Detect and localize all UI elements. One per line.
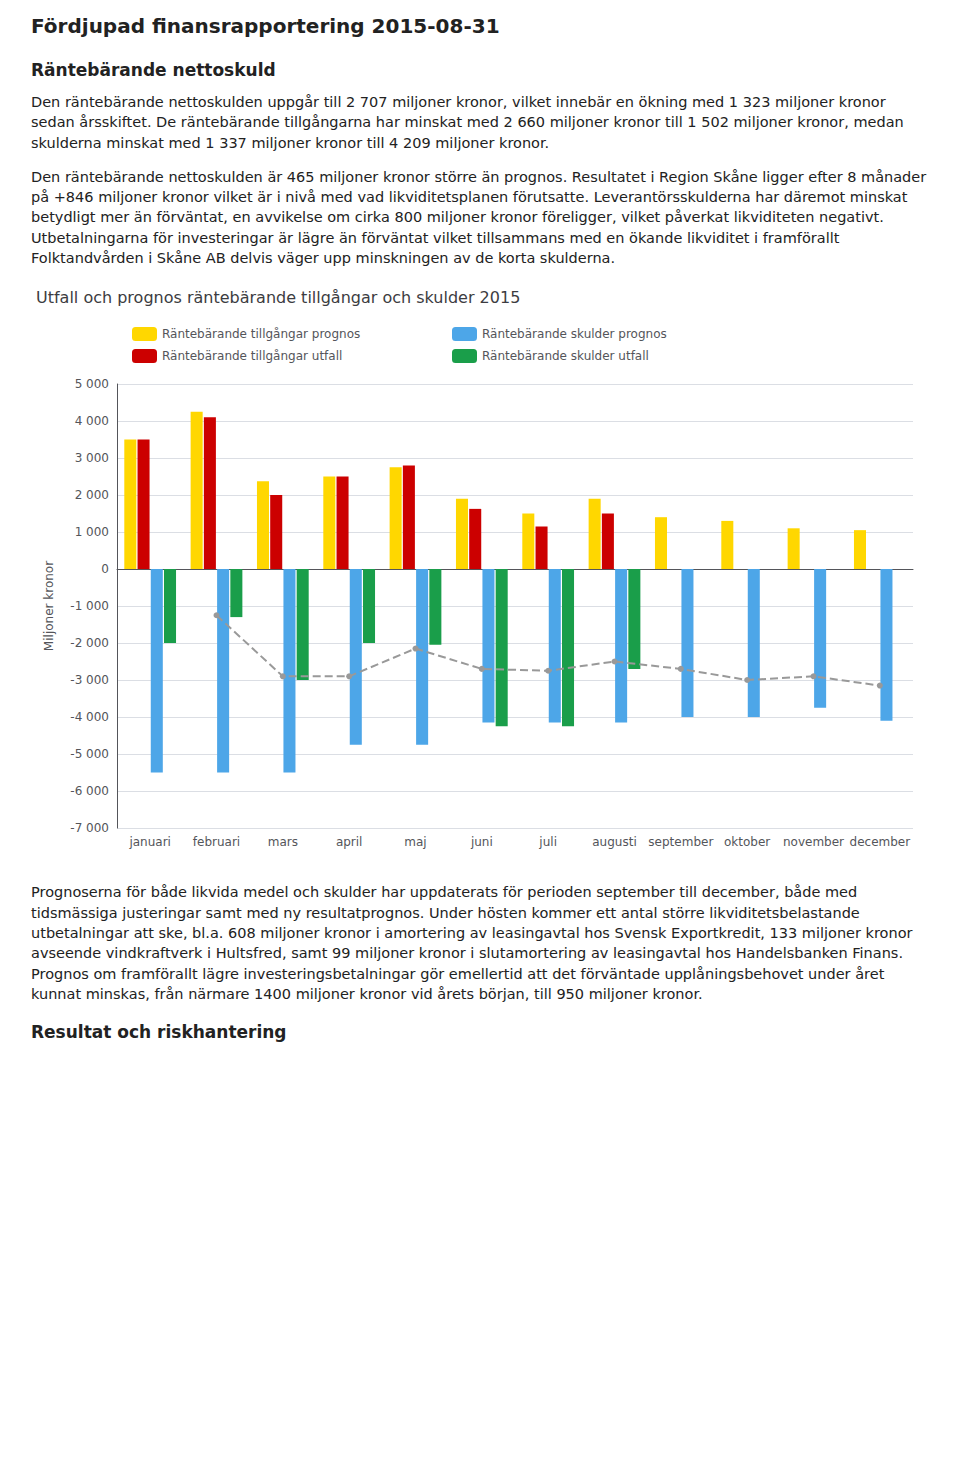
svg-text:Räntebärande tillgångar utfall: Räntebärande tillgångar utfall [162,349,342,363]
svg-text:februari: februari [193,835,240,849]
svg-text:5 000: 5 000 [75,377,109,391]
svg-text:maj: maj [404,835,426,849]
svg-text:Räntebärande skulder prognos: Räntebärande skulder prognos [482,327,667,341]
svg-text:Räntebärande tillgångar progno: Räntebärande tillgångar prognos [162,327,360,341]
svg-text:december: december [850,835,911,849]
svg-text:Utfall och prognos räntebärand: Utfall och prognos räntebärande tillgång… [36,288,520,307]
svg-text:-4 000: -4 000 [70,710,109,724]
html-text:Fördjupad finansrapportering 2: Fördjupad finansrapportering 2015-08-31 [31,14,500,38]
svg-text:januari: januari [128,835,171,849]
svg-text:november: november [783,835,844,849]
svg-text:mars: mars [268,835,298,849]
svg-text:-3 000: -3 000 [70,673,109,687]
svg-text:april: april [336,835,363,849]
svg-text:Miljoner kronor: Miljoner kronor [42,561,56,651]
svg-text:0: 0 [101,562,109,576]
svg-text:Räntebärande skulder utfall: Räntebärande skulder utfall [482,349,649,363]
svg-text:juni: juni [470,835,493,849]
svg-text:4 000: 4 000 [75,414,109,428]
svg-text:3 000: 3 000 [75,451,109,465]
svg-text:oktober: oktober [724,835,770,849]
html-text:Resultat och riskhantering: Resultat och riskhantering [31,1022,287,1043]
svg-text:september: september [648,835,713,849]
html-text:Prognoserna för både likvida m: Prognoserna för både likvida medel och s… [31,884,913,1002]
svg-text:-7 000: -7 000 [70,821,109,835]
svg-text:-2 000: -2 000 [70,636,109,650]
svg-text:2 000: 2 000 [75,488,109,502]
html-text:Den räntebärande nettoskulden: Den räntebärande nettoskulden uppgår til… [31,94,904,151]
svg-text:juli: juli [538,835,557,849]
html-text:Den räntebärande nettoskulden: Den räntebärande nettoskulden är 465 mil… [31,168,927,267]
html-text:Räntebärande nettoskuld: Räntebärande nettoskuld [31,60,276,80]
svg-text:1 000: 1 000 [75,525,109,539]
svg-text:augusti: augusti [592,835,636,849]
svg-text:-1 000: -1 000 [70,599,109,613]
svg-text:-6 000: -6 000 [70,784,109,798]
svg-text:-5 000: -5 000 [70,747,109,761]
